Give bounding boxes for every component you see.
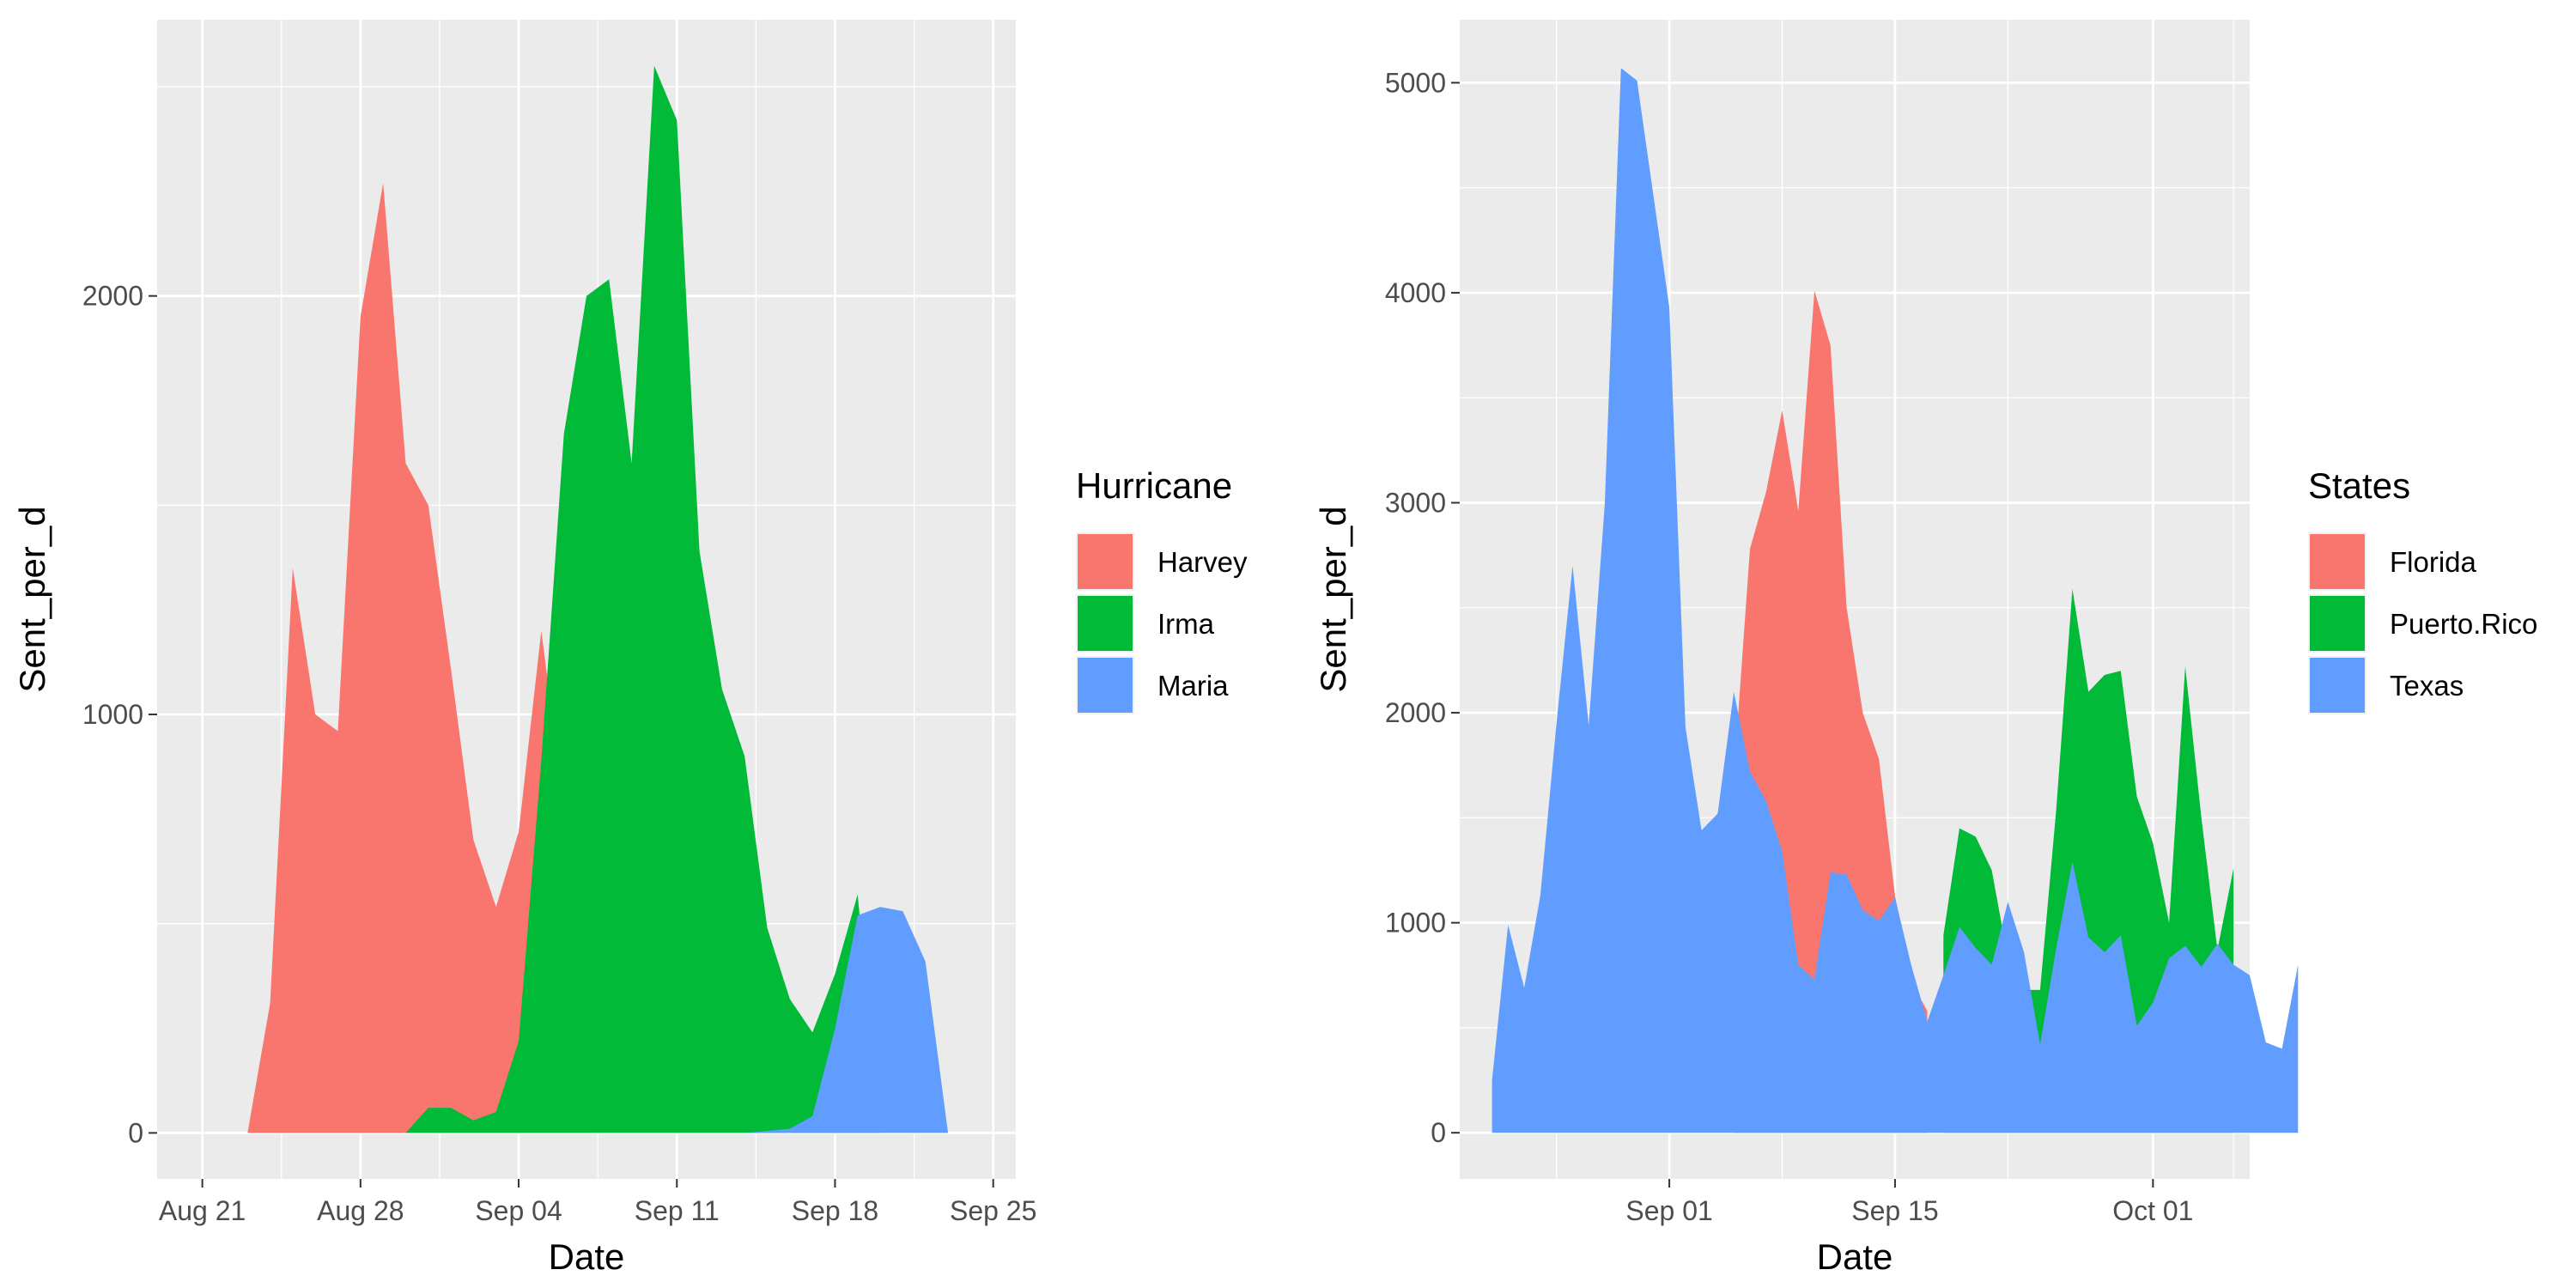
y-tick-label: 3000 [1385, 488, 1446, 519]
legend: States Florida Puerto.Rico Texas [2308, 465, 2537, 714]
y-tick-label: 5000 [1385, 67, 1446, 98]
legend-label: Maria [1157, 670, 1229, 702]
y-tick-label: 0 [1431, 1117, 1446, 1148]
legend-key-swatch [1078, 534, 1133, 589]
legend-key-swatch [1078, 658, 1133, 713]
y-tick-label: 4000 [1385, 277, 1446, 308]
y-tick-label: 1000 [82, 699, 143, 730]
legend-title: States [2308, 465, 2410, 506]
x-axis-title: Date [1817, 1236, 1893, 1277]
x-tick-label: Sep 11 [635, 1195, 720, 1226]
x-tick-label: Sep 01 [1625, 1195, 1712, 1226]
legend: Hurricane Harvey Irma Maria [1076, 465, 1248, 714]
x-tick-label: Sep 18 [792, 1195, 878, 1226]
x-axis-title: Date [549, 1236, 625, 1277]
x-tick-label: Sep 04 [475, 1195, 562, 1226]
legend-key-swatch [1078, 596, 1133, 651]
area-maria [744, 907, 971, 1133]
legend-label: Puerto.Rico [2390, 608, 2537, 640]
axes: 0 1000 2000 3000 4000 5000 Sep 01 Sep 15 Oct 01 [1385, 67, 2194, 1226]
y-axis-title: Sent_per_d [12, 506, 52, 692]
legend-label: Harvey [1157, 546, 1248, 578]
y-tick-label: 0 [128, 1117, 143, 1148]
y-tick-label: 2000 [82, 281, 143, 312]
y-axis-title: Sent_per_d [1313, 506, 1353, 692]
y-tick-label: 1000 [1385, 908, 1446, 939]
area-harvey [202, 183, 586, 1133]
legend-key-swatch [2310, 596, 2365, 651]
legend-key-swatch [2310, 658, 2365, 713]
x-tick-label: Aug 21 [159, 1195, 246, 1226]
area-irma [405, 65, 881, 1133]
axes: 0 1000 2000 Aug 21 Aug 28 Sep 04 Sep 11 Sep 18 S… [82, 281, 1037, 1226]
x-tick-label: Aug 28 [317, 1195, 404, 1226]
legend-title: Hurricane [1076, 465, 1232, 506]
area-texas [1492, 68, 2299, 1133]
area-series [1492, 68, 2299, 1133]
y-tick-label: 2000 [1385, 697, 1446, 728]
x-tick-label: Sep 15 [1851, 1195, 1938, 1226]
panel-2: 0 1000 2000 3000 4000 5000 Sep 01 Sep 15 Oct 01 D… [1313, 20, 2537, 1277]
x-tick-label: Sep 25 [950, 1195, 1036, 1226]
area-series [202, 65, 971, 1133]
legend-label: Texas [2390, 670, 2464, 702]
legend-label: Irma [1157, 608, 1215, 640]
legend-label: Florida [2390, 546, 2477, 578]
legend-key-swatch [2310, 534, 2365, 589]
panel-1: 0 1000 2000 Aug 21 Aug 28 Sep 04 Sep 11 Sep 18 S… [12, 20, 1248, 1277]
x-tick-label: Oct 01 [2112, 1195, 2193, 1226]
